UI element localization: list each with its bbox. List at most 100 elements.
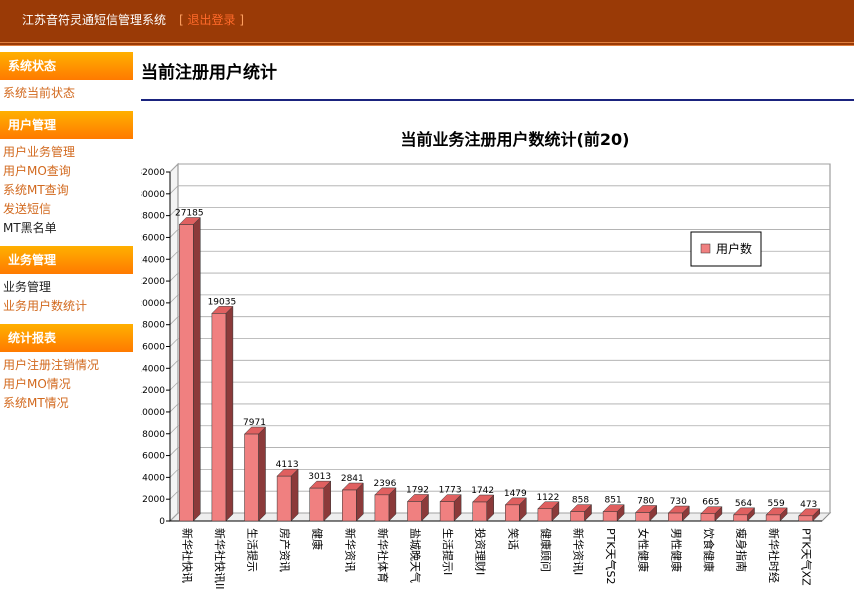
- menu-header[interactable]: 统计报表: [0, 324, 133, 352]
- menu-item[interactable]: 系统MT查询: [3, 183, 69, 197]
- bar-side: [290, 468, 299, 522]
- legend-label: 用户数: [716, 241, 752, 256]
- bar: [309, 487, 324, 522]
- menu-group: 用户管理用户业务管理 用户MO查询 系统MT查询 发送短信 MT黑名单: [0, 111, 133, 238]
- grid-line: [169, 163, 179, 173]
- y-tick-label: 22000: [136, 277, 165, 287]
- menu-item[interactable]: 发送短信: [3, 202, 52, 216]
- menu-item[interactable]: 用户MO情况: [3, 377, 71, 391]
- value-label: 665: [702, 498, 719, 508]
- value-label: 858: [572, 496, 589, 506]
- x-tick-label: 房产资讯: [278, 528, 292, 572]
- bar: [765, 514, 781, 522]
- y-tick-label: 8000: [142, 430, 165, 440]
- value-label: 1773: [439, 486, 462, 496]
- grid-line: [169, 469, 179, 478]
- bar: [505, 504, 520, 522]
- menu-group: 统计报表用户注册注销情况 用户MO情况 系统MT情况: [0, 324, 133, 413]
- bar: [342, 489, 357, 522]
- grid-line: [169, 490, 179, 500]
- legend-swatch: [700, 243, 711, 254]
- grid-line: [169, 250, 179, 260]
- menu-header[interactable]: 系统状态: [0, 52, 133, 80]
- bar: [439, 501, 455, 522]
- bar: [668, 512, 683, 522]
- menu-item[interactable]: MT黑名单: [3, 221, 57, 235]
- x-tick-label: PTK天气XZ: [800, 528, 814, 586]
- plot-floor: [168, 512, 832, 522]
- grid-line: [169, 316, 179, 325]
- menu-header[interactable]: 业务管理: [0, 246, 133, 274]
- value-label: 564: [735, 499, 752, 509]
- x-tick-label: 新华资讯I: [572, 528, 586, 575]
- bar: [276, 475, 292, 522]
- value-label: 2396: [373, 479, 396, 489]
- chart-title: 当前业务注册用户数统计(前20): [401, 130, 630, 149]
- y-tick-label: 16000: [136, 343, 165, 353]
- x-tick-label: 男性健康: [669, 528, 683, 572]
- x-tick-label: 女性健康: [637, 528, 651, 572]
- bar: [570, 511, 585, 522]
- value-label: 780: [637, 496, 654, 506]
- bracket: [ 退出登录 ]: [179, 13, 245, 27]
- menu-group: 业务管理 业务管理 业务用户数统计: [0, 246, 133, 316]
- x-tick-label: 生活提示: [246, 528, 260, 572]
- menu-item[interactable]: 系统当前状态: [3, 86, 76, 100]
- x-tick-label: 投资理财I: [474, 528, 488, 575]
- value-label: 19035: [208, 297, 237, 307]
- x-tick-label: 新华社体育: [376, 528, 390, 583]
- x-tick-label: PTK天气S2: [604, 528, 618, 585]
- bar-side: [258, 426, 266, 522]
- y-tick-label: 4000: [142, 473, 165, 483]
- grid-line: [169, 447, 179, 456]
- bar: [733, 514, 748, 522]
- grid-line: [169, 294, 179, 304]
- grid-line: [169, 207, 179, 216]
- value-label: 851: [605, 496, 622, 506]
- y-tick-label: 2000: [142, 495, 165, 505]
- y-tick-label: 20000: [136, 299, 165, 309]
- bar: [244, 433, 259, 522]
- x-tick-label: 新华社时经: [767, 528, 781, 583]
- x-tick-label: 饮食健康: [702, 528, 716, 572]
- menu-item[interactable]: 业务管理: [3, 280, 52, 294]
- menu-item[interactable]: 用户注册注销情况: [3, 358, 100, 372]
- menu-header[interactable]: 用户管理: [0, 111, 133, 139]
- value-label: 4113: [276, 460, 299, 470]
- menu-item[interactable]: 用户MO查询: [3, 164, 71, 178]
- x-tick-label: 瘦身指南: [735, 528, 749, 572]
- grid-line: [169, 381, 179, 391]
- bar-side: [225, 305, 234, 522]
- value-label: 7971: [243, 418, 266, 428]
- logout-link[interactable]: 退出登录: [187, 13, 236, 27]
- bar: [635, 512, 650, 522]
- grid-line: [169, 272, 179, 282]
- bar: [537, 508, 553, 522]
- menu-item[interactable]: 用户业务管理: [3, 145, 76, 159]
- bar: [374, 494, 390, 522]
- header: 江苏音符灵通短信管理系统 [ 退出登录 ]: [0, 0, 854, 46]
- grid-line: [169, 360, 179, 369]
- page-title: 当前注册用户统计: [141, 63, 277, 83]
- value-label: 27185: [175, 209, 204, 219]
- bar: [700, 513, 716, 522]
- bar: [798, 515, 813, 522]
- y-tick-label: 6000: [142, 452, 165, 462]
- y-axis-labels: 0 2000 4000 6000 8000 10000 12000 14000 16000 180…: [136, 168, 165, 527]
- value-label: 473: [800, 500, 817, 510]
- value-label: 559: [768, 499, 785, 509]
- value-label: 3013: [308, 472, 331, 482]
- x-tick-label: 新华社快讯: [180, 528, 194, 583]
- bar: [602, 511, 618, 522]
- bar: [179, 224, 194, 522]
- menu-item[interactable]: 系统MT情况: [3, 396, 69, 410]
- bar: [472, 501, 487, 522]
- x-tick-label: 盐城晚天气: [409, 528, 423, 583]
- value-label: 730: [670, 497, 687, 507]
- menu-item[interactable]: 业务用户数统计: [3, 299, 88, 313]
- bar: [407, 501, 422, 522]
- sidebar: 系统状态系统当前状态用户管理用户业务管理 用户MO查询 系统MT查询 发送短信 MT黑名…: [0, 52, 133, 421]
- x-tick-label: 新华资讯: [343, 528, 357, 572]
